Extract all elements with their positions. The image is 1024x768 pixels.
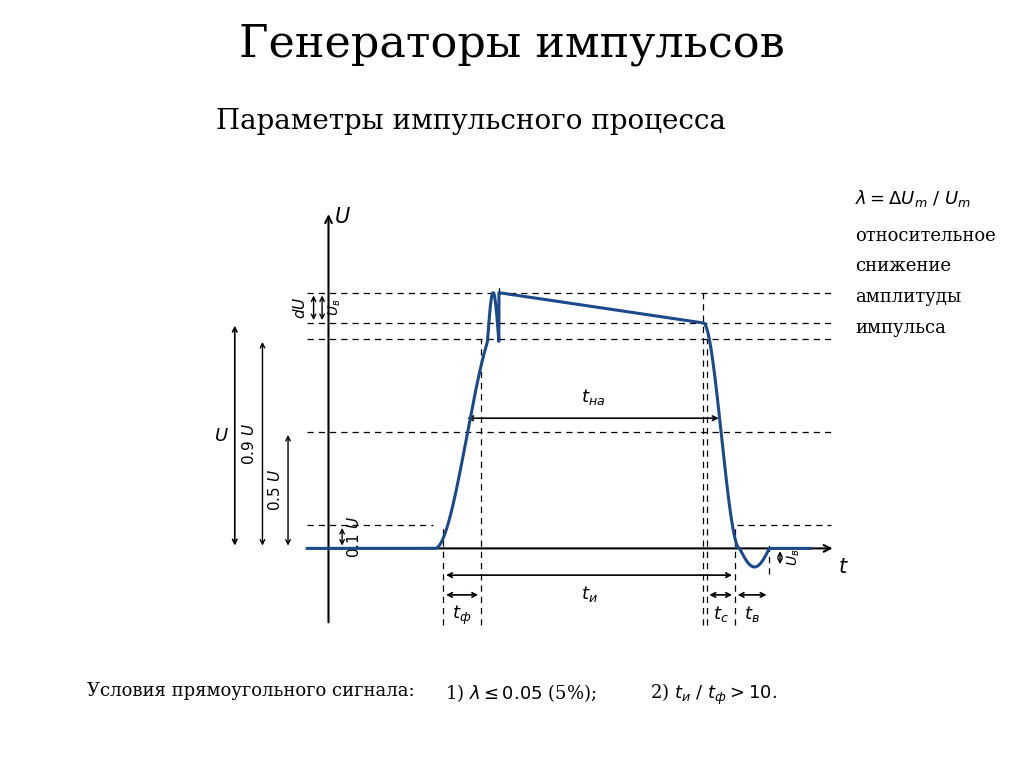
Text: $U_в$: $U_в$ — [785, 549, 802, 566]
Text: $dU$: $dU$ — [293, 296, 308, 319]
Text: Условия прямоугольного сигнала:: Условия прямоугольного сигнала: — [87, 682, 415, 700]
Text: амплитуды: амплитуды — [855, 288, 962, 306]
Text: $U$: $U$ — [214, 427, 228, 445]
Text: 2) $t_и\ /\ t_ф > 10.$: 2) $t_и\ /\ t_ф > 10.$ — [650, 682, 777, 707]
Text: относительное: относительное — [855, 227, 995, 244]
Text: $U_в$: $U_в$ — [327, 299, 343, 316]
Text: $0.1\ U$: $0.1\ U$ — [346, 516, 362, 558]
Text: импульса: импульса — [855, 319, 946, 336]
Text: $\lambda = \Delta U_m\ /\ U_m$: $\lambda = \Delta U_m\ /\ U_m$ — [855, 188, 971, 209]
Text: снижение: снижение — [855, 257, 951, 275]
Text: Генераторы импульсов: Генераторы импульсов — [240, 23, 784, 66]
Text: $t_{ф}$: $t_{ф}$ — [453, 604, 472, 627]
Text: $U$: $U$ — [334, 207, 350, 227]
Text: $t_{на}$: $t_{на}$ — [581, 386, 605, 406]
Text: $t_{с}$: $t_{с}$ — [713, 604, 729, 624]
Text: $t_{в}$: $t_{в}$ — [744, 604, 760, 624]
Text: $0.9\ U$: $0.9\ U$ — [242, 422, 257, 465]
Text: 1) $\lambda \leq 0.05$ (5%);: 1) $\lambda \leq 0.05$ (5%); — [445, 682, 597, 703]
Text: $0.5\ U$: $0.5\ U$ — [267, 469, 283, 511]
Text: $t_{и}$: $t_{и}$ — [581, 584, 597, 604]
Text: Параметры импульсного процесса: Параметры импульсного процесса — [216, 108, 726, 134]
Text: $t$: $t$ — [838, 558, 848, 577]
